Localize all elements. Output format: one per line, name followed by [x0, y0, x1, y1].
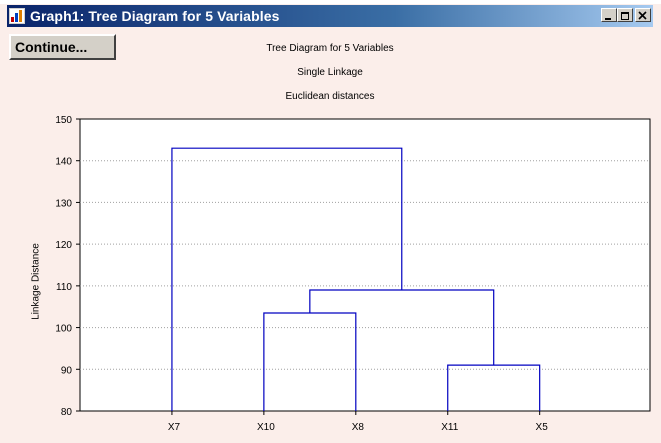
y-tick-label: 110	[56, 282, 72, 293]
title-bar[interactable]: Graph1: Tree Diagram for 5 Variables	[7, 5, 653, 27]
y-tick-label: 150	[55, 115, 72, 126]
graph-app-icon[interactable]	[9, 8, 25, 24]
chart-title: Tree Diagram for 5 Variables	[266, 43, 394, 54]
y-tick-label: 100	[55, 324, 72, 335]
minimize-icon	[605, 18, 611, 20]
window-controls	[601, 8, 651, 22]
x-tick-label: X8	[352, 422, 365, 433]
x-tick-label: X5	[536, 422, 549, 433]
x-tick-label: X7	[168, 422, 181, 433]
y-tick-label: 80	[61, 407, 73, 418]
maximize-icon	[621, 12, 629, 20]
maximize-button[interactable]	[617, 8, 633, 22]
close-button[interactable]	[635, 8, 651, 22]
x-tick-label: X10	[257, 422, 275, 433]
y-tick-label: 130	[55, 198, 72, 209]
close-icon	[638, 11, 647, 20]
window-title: Graph1: Tree Diagram for 5 Variables	[30, 8, 280, 24]
y-tick-label: 90	[61, 365, 73, 376]
minimize-button[interactable]	[601, 8, 617, 22]
y-tick-label: 140	[55, 157, 72, 168]
chart-subtitle: Single Linkage	[297, 67, 363, 78]
chart-subtitle-2: Euclidean distances	[285, 91, 375, 102]
dendrogram-branch	[309, 289, 495, 366]
top-strip	[0, 0, 661, 4]
y-tick-label: 120	[55, 240, 72, 251]
dendrogram-branch	[171, 147, 403, 411]
plot-area	[79, 118, 651, 412]
x-tick-label: X11	[441, 422, 458, 433]
continue-button[interactable]: Continue...	[9, 34, 116, 60]
